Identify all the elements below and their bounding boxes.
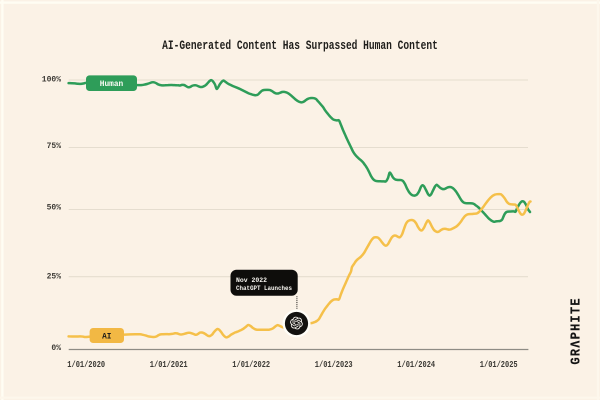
- svg-text:75%: 75%: [47, 142, 62, 151]
- svg-text:1/01/2020: 1/01/2020: [67, 359, 105, 370]
- svg-text:0%: 0%: [51, 344, 61, 353]
- svg-text:AI: AI: [102, 332, 111, 341]
- svg-text:25%: 25%: [47, 273, 62, 282]
- svg-text:ChatGPT Launches: ChatGPT Launches: [236, 285, 292, 293]
- svg-text:1/01/2021: 1/01/2021: [150, 359, 188, 370]
- svg-text:Human: Human: [100, 80, 124, 89]
- svg-text:1/01/2025: 1/01/2025: [480, 359, 518, 370]
- svg-text:GRΛPHITE: GRΛPHITE: [568, 297, 584, 364]
- svg-text:50%: 50%: [47, 204, 62, 213]
- svg-text:AI-Generated Content Has Surpa: AI-Generated Content Has Surpassed Human…: [162, 40, 438, 54]
- svg-text:100%: 100%: [42, 75, 61, 84]
- svg-text:Nov 2022: Nov 2022: [236, 276, 267, 284]
- svg-text:1/01/2023: 1/01/2023: [315, 359, 353, 370]
- svg-text:1/01/2024: 1/01/2024: [397, 359, 435, 370]
- svg-text:1/01/2022: 1/01/2022: [232, 359, 270, 370]
